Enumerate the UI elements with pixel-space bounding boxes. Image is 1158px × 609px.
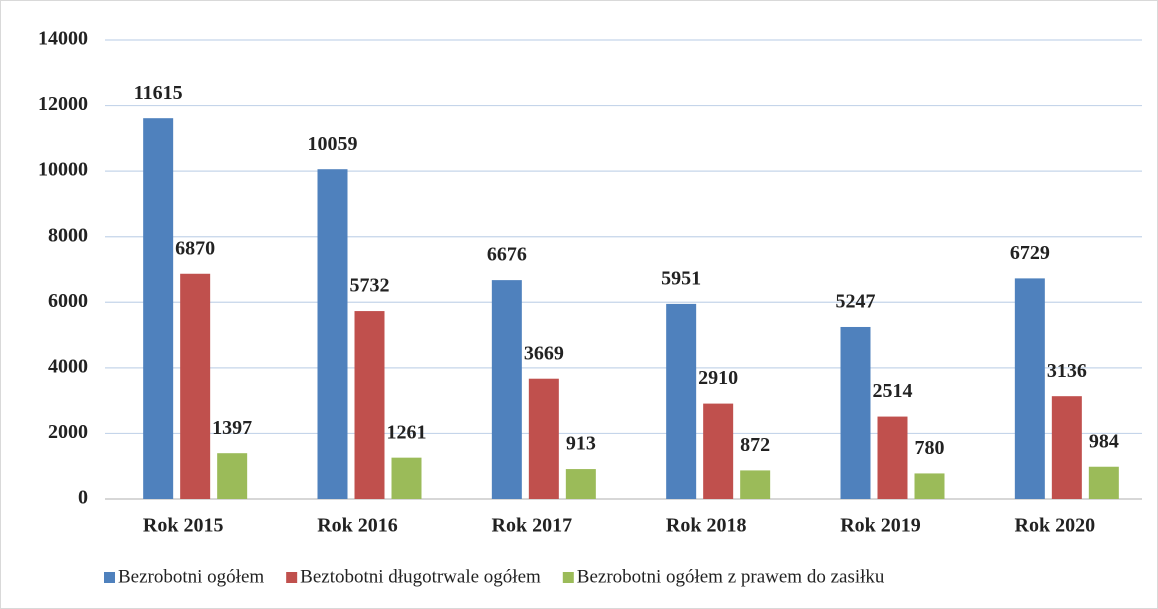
value-label: 1261: [387, 421, 427, 443]
x-tick-label: Rok 2020: [1015, 515, 1096, 537]
value-label: 5732: [350, 275, 390, 297]
value-label: 984: [1089, 430, 1119, 452]
bar: [354, 311, 385, 499]
value-label: 2514: [873, 380, 913, 402]
bar: [528, 378, 559, 499]
bar: [1014, 278, 1045, 499]
y-tick-label: 8000: [48, 224, 88, 246]
legend-swatch: [286, 572, 298, 583]
legend-label: Bezrobotni ogółem z prawem do zasiłku: [577, 566, 885, 587]
x-tick-label: Rok 2017: [492, 515, 573, 537]
value-label: 3136: [1047, 360, 1087, 382]
bar: [391, 457, 422, 499]
value-label: 5247: [836, 291, 876, 313]
value-label: 780: [915, 437, 945, 459]
value-label: 10059: [308, 133, 358, 155]
value-label: 2910: [698, 367, 738, 389]
y-tick-label: 4000: [48, 355, 88, 377]
bar: [840, 326, 871, 499]
x-tick-label: Rok 2019: [840, 515, 921, 537]
bar: [914, 473, 945, 499]
y-tick-label: 0: [78, 487, 88, 509]
bar: [565, 469, 596, 499]
value-label: 6676: [487, 244, 527, 266]
bar: [143, 118, 174, 499]
bar: [217, 453, 248, 499]
value-label: 11615: [134, 82, 183, 104]
bar: [740, 470, 771, 499]
value-label: 6729: [1010, 242, 1050, 264]
legend-label: Beztobotni długotrwale ogółem: [300, 566, 541, 587]
bar: [180, 273, 211, 499]
bar: [317, 169, 348, 499]
y-tick-label: 14000: [38, 28, 88, 50]
value-label: 3669: [524, 342, 564, 364]
value-label: 872: [740, 434, 770, 456]
value-label: 1397: [212, 417, 252, 439]
y-tick-label: 10000: [38, 159, 88, 181]
bar: [1051, 396, 1082, 499]
legend-swatch: [104, 572, 115, 583]
y-tick-label: 12000: [38, 93, 88, 115]
legend-swatch: [562, 572, 574, 583]
x-tick-label: Rok 2018: [666, 515, 747, 537]
bar: [877, 416, 908, 499]
value-label: 6870: [175, 237, 215, 259]
bar: [1088, 466, 1119, 499]
value-label: 913: [566, 433, 596, 455]
bar: [666, 303, 697, 499]
x-tick-label: Rok 2015: [143, 515, 224, 537]
y-tick-label: 2000: [48, 421, 88, 443]
value-label: 5951: [661, 267, 701, 289]
bar: [491, 280, 522, 499]
bar: [703, 403, 734, 499]
y-tick-label: 6000: [48, 290, 88, 312]
x-tick-label: Rok 2016: [317, 515, 398, 537]
legend-label: Bezrobotni ogółem: [118, 566, 264, 587]
